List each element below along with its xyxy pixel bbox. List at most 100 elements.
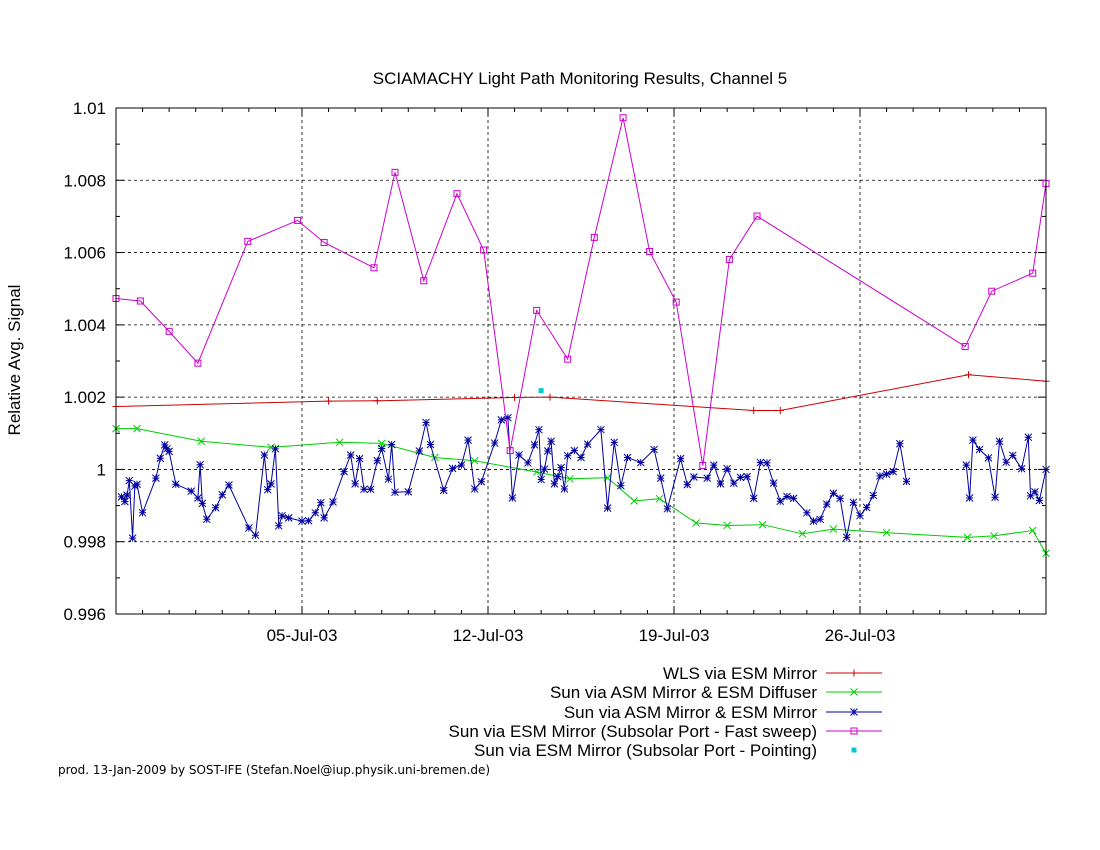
data-point (769, 479, 778, 488)
data-point (251, 531, 260, 540)
data-point (304, 516, 313, 525)
data-point (723, 521, 731, 530)
data-point (497, 416, 506, 424)
legend-swatch (850, 669, 858, 677)
data-point (617, 481, 625, 490)
data-point (316, 498, 325, 507)
data-point (355, 454, 364, 463)
legend-swatch (850, 708, 858, 716)
data-point (320, 514, 328, 522)
data-point (753, 212, 761, 220)
data-point (535, 425, 543, 434)
data-point (963, 533, 972, 542)
data-point (117, 493, 126, 501)
data-point (537, 475, 545, 484)
data-point (448, 464, 457, 473)
data-point (373, 397, 381, 405)
data-point (869, 491, 878, 500)
data-point (990, 532, 998, 540)
data-point (504, 413, 512, 422)
data-point (882, 528, 891, 537)
data-point (211, 503, 220, 512)
data-point (218, 490, 227, 499)
data-point (991, 493, 999, 502)
data-point (136, 297, 144, 305)
data-point (962, 461, 971, 469)
data-point (656, 474, 665, 482)
data-point (961, 343, 969, 351)
data-point (431, 453, 439, 462)
data-point (646, 247, 654, 255)
data-point (557, 463, 565, 472)
data-point (453, 190, 461, 198)
data-point (533, 306, 541, 314)
data-point (809, 517, 818, 525)
data-point (373, 456, 382, 465)
data-point (415, 447, 424, 455)
data-point (988, 287, 996, 295)
data-point (842, 533, 851, 542)
data-point (729, 479, 738, 488)
series-2 (117, 413, 1050, 542)
data-point (783, 492, 791, 501)
legend-swatch (850, 688, 858, 696)
data-point (630, 497, 638, 505)
data-point (889, 467, 898, 476)
data-point (477, 477, 486, 486)
data-point (577, 453, 585, 462)
data-point (311, 508, 320, 517)
data-point (749, 494, 758, 503)
legend-label: Sun via ASM Mirror & ESM Mirror (564, 703, 817, 722)
axis-ticks: 0.996 0.998 1 1.002 1.004 1.006 1.008 1.01 05-Ju… (63, 99, 1047, 645)
data-point (692, 519, 700, 527)
data-point (965, 371, 972, 379)
data-point (690, 473, 698, 481)
data-point (550, 480, 559, 488)
data-point (776, 407, 784, 415)
data-point (763, 459, 771, 467)
data-point (187, 487, 196, 495)
data-point (776, 497, 785, 506)
data-point (789, 494, 798, 503)
data-point (267, 480, 275, 488)
data-point (508, 494, 517, 502)
data-point (876, 472, 884, 480)
data-point (1002, 458, 1010, 467)
x-tick-label: 12-Jul-03 (453, 626, 524, 645)
data-point (284, 514, 293, 522)
data-point (404, 487, 413, 496)
data-point (387, 440, 396, 449)
series-0 (112, 371, 1050, 415)
data-point (171, 480, 180, 489)
data-point (422, 418, 430, 427)
data-point (197, 437, 206, 446)
data-point (703, 474, 712, 482)
data-point (1024, 433, 1033, 442)
data-point (597, 425, 605, 434)
data-point (1035, 496, 1044, 505)
data-point (274, 521, 283, 530)
y-tick-label: 1.006 (63, 244, 106, 263)
plot-frame (115, 107, 1047, 615)
data-point (829, 489, 838, 498)
data-point (1017, 464, 1026, 473)
data-point (1029, 269, 1037, 277)
data-point (470, 485, 479, 493)
data-point (862, 503, 871, 512)
footer-credit: prod. 13-Jan-2009 by SOST-IFE (Stefan.No… (58, 763, 491, 777)
data-point (882, 470, 891, 478)
data-point (538, 388, 544, 394)
series-4 (538, 388, 544, 394)
data-point (470, 456, 479, 465)
data-point (133, 480, 141, 489)
data-point (984, 454, 993, 462)
data-point (829, 525, 838, 533)
x-tick-label: 19-Jul-03 (639, 626, 710, 645)
y-tick-label: 1.008 (63, 171, 106, 190)
data-point (564, 355, 572, 363)
data-point (1031, 487, 1039, 496)
data-point (263, 485, 272, 494)
data-point (320, 238, 328, 246)
data-point (391, 168, 399, 176)
data-point (636, 458, 645, 467)
